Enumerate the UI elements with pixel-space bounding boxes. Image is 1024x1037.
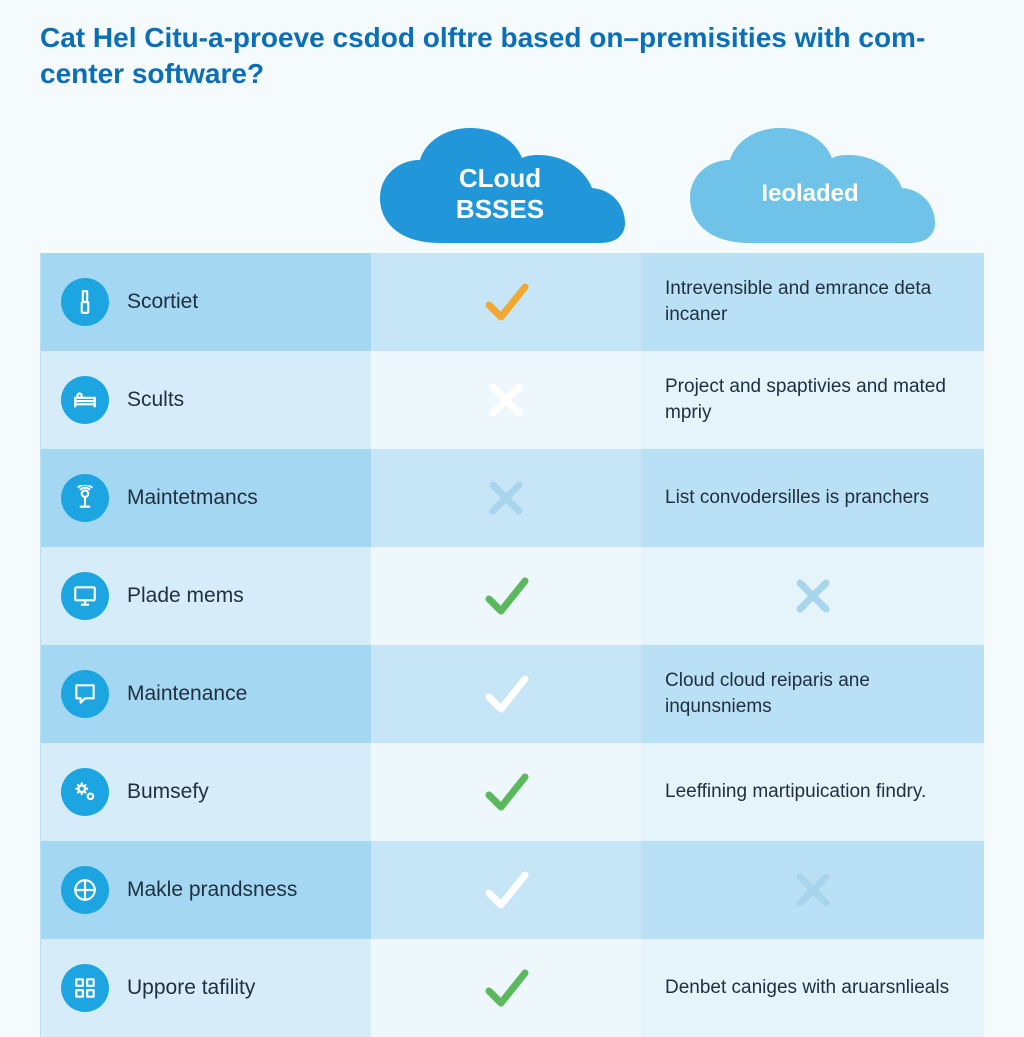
column-1-label: CLoudBSSES bbox=[456, 163, 544, 225]
row-label-cell: Plade mems bbox=[41, 547, 371, 645]
comparison-infographic: Cat Hel Citu-a-proeve csdod olftre based… bbox=[0, 0, 1024, 1024]
col1-cell bbox=[371, 449, 641, 547]
table-row: Uppore tafility Denbet caniges with aruar… bbox=[41, 939, 984, 1037]
row-label: Bumsefy bbox=[127, 780, 209, 804]
grid-icon bbox=[61, 964, 109, 1012]
col1-cell bbox=[371, 841, 641, 939]
col2-cell: List convodersilles is pranchers bbox=[641, 449, 984, 547]
row-label: Maintenance bbox=[127, 682, 247, 706]
row-label: Maintetmancs bbox=[127, 486, 258, 510]
col1-cell bbox=[371, 547, 641, 645]
table-row: Scortiet Intrevensible and emrance deta i… bbox=[41, 253, 984, 351]
col1-cell bbox=[371, 351, 641, 449]
row-label-cell: Bumsefy bbox=[41, 743, 371, 841]
gears-icon bbox=[61, 768, 109, 816]
col1-cell bbox=[371, 939, 641, 1037]
key-icon bbox=[61, 278, 109, 326]
row-label: Scults bbox=[127, 388, 184, 412]
col2-cell: Leeffining martipuication findry. bbox=[641, 743, 984, 841]
col2-cell: Intrevensible and emrance deta incaner bbox=[641, 253, 984, 351]
column-header-cloud-1: CLoudBSSES bbox=[370, 128, 630, 243]
col1-cell bbox=[371, 645, 641, 743]
col2-cell: Cloud cloud reiparis ane inqunsniems bbox=[641, 645, 984, 743]
row-label-cell: Makle prandsness bbox=[41, 841, 371, 939]
column-header-cloud-2: Ieoladed bbox=[680, 128, 940, 243]
table-row: Plade mems bbox=[41, 547, 984, 645]
table-row: Maintetmancs List convodersilles is pranc… bbox=[41, 449, 984, 547]
globe-icon bbox=[61, 866, 109, 914]
col2-cell bbox=[641, 841, 984, 939]
page-title: Cat Hel Citu-a-proeve csdod olftre based… bbox=[40, 20, 984, 93]
row-label: Plade mems bbox=[127, 584, 244, 608]
table-row: Bumsefy Leeffining martipuication findry. bbox=[41, 743, 984, 841]
row-label-cell: Scortiet bbox=[41, 253, 371, 351]
table-row: Makle prandsness bbox=[41, 841, 984, 939]
row-label-cell: Maintetmancs bbox=[41, 449, 371, 547]
col1-cell bbox=[371, 253, 641, 351]
bed-icon bbox=[61, 376, 109, 424]
table-row: Scults Project and spaptivies and mated m… bbox=[41, 351, 984, 449]
col2-cell: Denbet caniges with aruarsnlieals bbox=[641, 939, 984, 1037]
table-row: Maintenance Cloud cloud reiparis ane inqu… bbox=[41, 645, 984, 743]
row-label: Makle prandsness bbox=[127, 878, 297, 902]
col2-cell: Project and spaptivies and mated mpriy bbox=[641, 351, 984, 449]
row-label-cell: Scults bbox=[41, 351, 371, 449]
row-label-cell: Maintenance bbox=[41, 645, 371, 743]
row-label-cell: Uppore tafility bbox=[41, 939, 371, 1037]
column-2-label: Ieoladed bbox=[761, 180, 858, 209]
col1-cell bbox=[371, 743, 641, 841]
col2-cell bbox=[641, 547, 984, 645]
row-label: Uppore tafility bbox=[127, 976, 255, 1000]
row-label: Scortiet bbox=[127, 290, 198, 314]
comparison-table: Scortiet Intrevensible and emrance deta i… bbox=[40, 253, 984, 1037]
column-headers: CLoudBSSES Ieoladed bbox=[40, 128, 984, 243]
monitor-icon bbox=[61, 572, 109, 620]
antenna-icon bbox=[61, 474, 109, 522]
chat-icon bbox=[61, 670, 109, 718]
